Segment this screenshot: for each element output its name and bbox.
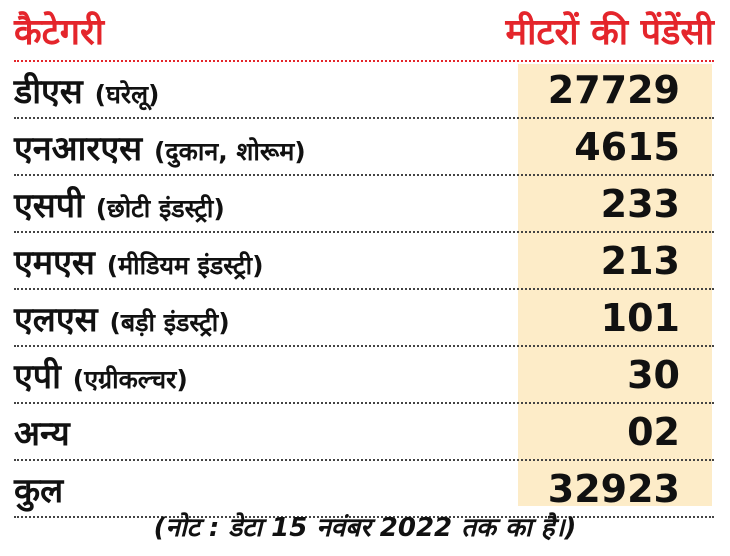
table-row: डीएस (घरेलू) 27729 bbox=[14, 62, 714, 119]
row-value: 27729 bbox=[547, 67, 680, 112]
row-label: कुल bbox=[14, 470, 64, 511]
table-row: एमएस (मीडियम इंडस्ट्री) 213 bbox=[14, 233, 714, 290]
row-value: 32923 bbox=[547, 466, 680, 511]
table-row: एसपी (छोटी इंडस्ट्री) 233 bbox=[14, 176, 714, 233]
header-category: कैटेगरी bbox=[14, 11, 105, 53]
row-label: एपी (एग्रीकल्चर) bbox=[14, 356, 188, 397]
row-value: 30 bbox=[627, 352, 680, 397]
row-label: एसपी (छोटी इंडस्ट्री) bbox=[14, 185, 225, 226]
row-value: 233 bbox=[600, 181, 680, 226]
row-label: डीएस (घरेलू) bbox=[14, 71, 160, 112]
row-value: 4615 bbox=[574, 124, 680, 169]
row-label: अन्य bbox=[14, 413, 70, 454]
row-value: 213 bbox=[600, 238, 680, 283]
row-label: एमएस (मीडियम इंडस्ट्री) bbox=[14, 242, 264, 283]
table-row: एनआरएस (दुकान, शोरूम) 4615 bbox=[14, 119, 714, 176]
data-table: डीएस (घरेलू) 27729 एनआरएस (दुकान, शोरूम) 4… bbox=[14, 62, 714, 518]
header-pending: मीटरों की पेंडेंसी bbox=[505, 11, 714, 53]
footnote: (नोट : डेटा 15 नवंबर 2022 तक का है।) bbox=[153, 513, 577, 543]
value-column-highlight bbox=[518, 64, 712, 506]
row-value: 02 bbox=[627, 409, 680, 454]
table-row: एलएस (बड़ी इंडस्ट्री) 101 bbox=[14, 290, 714, 347]
table-row-total: कुल 32923 bbox=[14, 461, 714, 518]
row-label: एलएस (बड़ी इंडस्ट्री) bbox=[14, 299, 230, 340]
table-row: एपी (एग्रीकल्चर) 30 bbox=[14, 347, 714, 404]
table-row: अन्य 02 bbox=[14, 404, 714, 461]
row-label: एनआरएस (दुकान, शोरूम) bbox=[14, 128, 306, 169]
row-value: 101 bbox=[600, 295, 680, 340]
table-header: कैटेगरी मीटरों की पेंडेंसी bbox=[14, 0, 714, 62]
